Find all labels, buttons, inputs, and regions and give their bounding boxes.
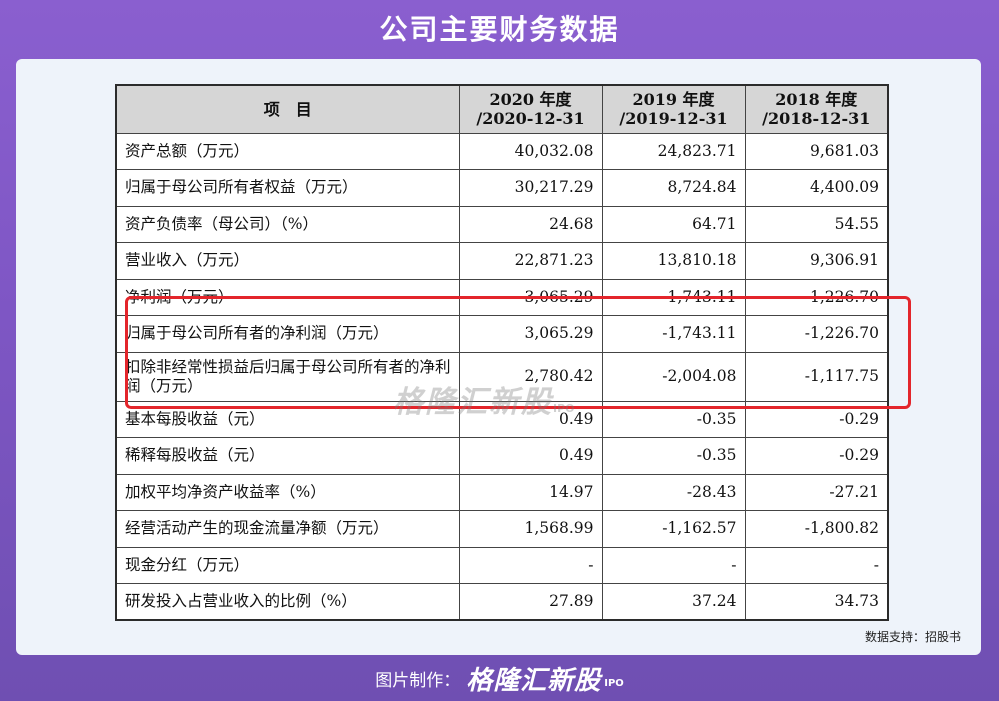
row-label: 扣除非经常性损益后归属于母公司所有者的净利润（万元）	[115, 351, 460, 402]
row-label: 研发投入占营业收入的比例（%）	[115, 583, 460, 621]
financial-table: 项 目 2020 年度/2020-12-31 2019 年度/2019-12-3…	[115, 84, 889, 621]
value-2018: 9,306.91	[744, 242, 889, 280]
value-2019: -0.35	[601, 437, 746, 475]
value-2019: -0.35	[601, 400, 746, 438]
footer-credit: 图片制作：	[375, 671, 461, 691]
value-2020: 14.97	[458, 473, 603, 511]
table-row: 净利润（万元） 3,065.29 -1,743.11 -1,226.70	[115, 278, 889, 316]
value-2018: -27.21	[744, 473, 889, 511]
value-2020: 0.49	[458, 437, 603, 475]
value-2019: 8,724.84	[601, 169, 746, 207]
value-2019: 64.71	[601, 205, 746, 243]
row-label: 资产总额（万元）	[115, 132, 460, 170]
value-2020: 27.89	[458, 583, 603, 621]
row-label: 资产负债率（母公司）（%）	[115, 205, 460, 243]
value-2018: -1,226.70	[744, 315, 889, 353]
table-header-row: 项 目 2020 年度/2020-12-31 2019 年度/2019-12-3…	[115, 84, 889, 134]
header-2020: 2020 年度/2020-12-31	[458, 84, 603, 134]
table-row: 资产负债率（母公司）（%） 24.68 64.71 54.55	[115, 205, 889, 243]
value-2018: -1,800.82	[744, 510, 889, 548]
header-2018: 2018 年度/2018-12-31	[744, 84, 889, 134]
row-label: 加权平均净资产收益率（%）	[115, 473, 460, 511]
row-label: 归属于母公司所有者权益（万元）	[115, 169, 460, 207]
header-2019: 2019 年度/2019-12-31	[601, 84, 746, 134]
value-2018: 34.73	[744, 583, 889, 621]
row-label: 基本每股收益（元）	[115, 400, 460, 438]
value-2019: 24,823.71	[601, 132, 746, 170]
value-2019: -28.43	[601, 473, 746, 511]
value-2018: -0.29	[744, 437, 889, 475]
value-2018: -	[744, 546, 889, 584]
table-row: 经营活动产生的现金流量净额（万元） 1,568.99 -1,162.57 -1,800…	[115, 510, 889, 548]
value-2018: -1,226.70	[744, 278, 889, 316]
page-title: 公司主要财务数据	[379, 13, 620, 46]
table-row: 资产总额（万元） 40,032.08 24,823.71 9,681.03	[115, 132, 889, 170]
table-row: 归属于母公司所有者权益（万元） 30,217.29 8,724.84 4,400.09	[115, 169, 889, 207]
value-2019: -1,162.57	[601, 510, 746, 548]
footer: 图片制作： 格隆汇新股 IPO	[0, 656, 999, 701]
table-row: 稀释每股收益（元） 0.49 -0.35 -0.29	[115, 437, 889, 475]
footer-ipo-tag: IPO	[604, 678, 624, 689]
table-row: 营业收入（万元） 22,871.23 13,810.18 9,306.91	[115, 242, 889, 280]
row-label: 净利润（万元）	[115, 278, 460, 316]
value-2018: 9,681.03	[744, 132, 889, 170]
value-2018: -0.29	[744, 400, 889, 438]
content-panel: 项 目 2020 年度/2020-12-31 2019 年度/2019-12-3…	[16, 59, 981, 655]
value-2020: 22,871.23	[458, 242, 603, 280]
table-row: 基本每股收益（元） 0.49 -0.35 -0.29	[115, 400, 889, 438]
value-2020: 0.49	[458, 400, 603, 438]
value-2019: -1,743.11	[601, 278, 746, 316]
value-2019: 37.24	[601, 583, 746, 621]
value-2019: -1,743.11	[601, 315, 746, 353]
table-row: 加权平均净资产收益率（%） 14.97 -28.43 -27.21	[115, 473, 889, 511]
row-label: 归属于母公司所有者的净利润（万元）	[115, 315, 460, 353]
header-item: 项 目	[115, 84, 460, 134]
value-2020: 1,568.99	[458, 510, 603, 548]
table-row: 扣除非经常性损益后归属于母公司所有者的净利润（万元） 2,780.42 -2,004…	[115, 351, 889, 402]
table-row: 研发投入占营业收入的比例（%） 27.89 37.24 34.73	[115, 583, 889, 621]
value-2020: 3,065.29	[458, 278, 603, 316]
value-2020: -	[458, 546, 603, 584]
footer-brand-logo: 格隆汇新股	[466, 666, 602, 696]
value-2020: 24.68	[458, 205, 603, 243]
value-2020: 2,780.42	[458, 351, 603, 402]
row-label: 现金分红（万元）	[115, 546, 460, 584]
value-2019: 13,810.18	[601, 242, 746, 280]
data-source-note: 数据支持：招股书	[864, 630, 961, 644]
value-2019: -2,004.08	[601, 351, 746, 402]
value-2020: 30,217.29	[458, 169, 603, 207]
value-2020: 40,032.08	[458, 132, 603, 170]
table-row: 现金分红（万元） - - -	[115, 546, 889, 584]
value-2018: -1,117.75	[744, 351, 889, 402]
value-2019: -	[601, 546, 746, 584]
row-label: 营业收入（万元）	[115, 242, 460, 280]
value-2018: 4,400.09	[744, 169, 889, 207]
value-2018: 54.55	[744, 205, 889, 243]
row-label: 经营活动产生的现金流量净额（万元）	[115, 510, 460, 548]
row-label: 稀释每股收益（元）	[115, 437, 460, 475]
value-2020: 3,065.29	[458, 315, 603, 353]
table-row: 归属于母公司所有者的净利润（万元） 3,065.29 -1,743.11 -1,226…	[115, 315, 889, 353]
